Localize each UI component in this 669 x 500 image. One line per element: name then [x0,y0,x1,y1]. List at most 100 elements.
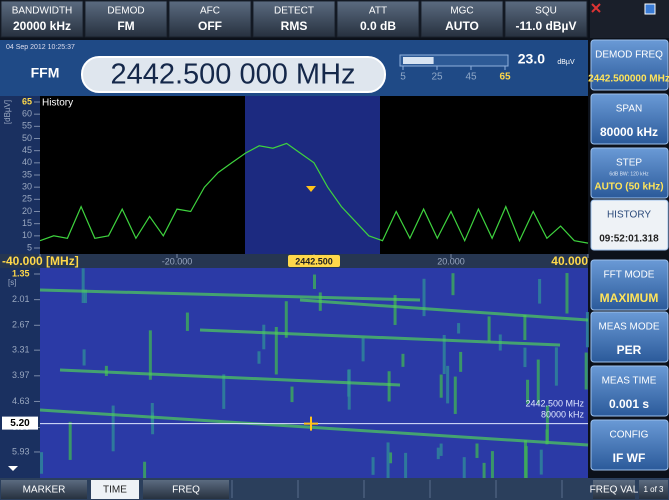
waterfall-streak [423,279,426,316]
waterfall-streak [446,366,449,404]
waterfall-streak [83,349,86,365]
waterfall-streak [262,325,265,350]
x-tick-label: 40.000 [551,254,588,268]
y-tick-label: 15 [22,218,32,228]
header-value: OFF [198,19,222,33]
waterfall-streak [454,377,457,414]
level-bar [403,57,434,64]
waterfall-streak [476,444,479,458]
y-axis-label: [s] [8,278,16,287]
softkey-title: DEMOD FREQ [595,50,663,61]
bottom-key-label: FREQ [172,485,200,496]
y-tick-label: 4.63 [12,396,30,406]
y-tick-label: 2.01 [12,294,30,304]
y-axis-label: [dBµV] [3,100,12,124]
waterfall-streak [362,338,365,361]
waterfall-streak [257,351,260,363]
header-label: BANDWIDTH [12,6,73,17]
bottom-key-label: TIME [103,485,127,496]
y-tick-label: 25 [22,194,32,204]
waterfall-streak [151,403,154,423]
softkey-value: 09:52:01.318 [599,234,659,245]
header-value: AUTO [445,19,479,33]
waterfall-streak [488,316,491,341]
header-value: FM [117,19,134,33]
waterfall-streak [69,422,72,460]
waterfall-streak [40,452,43,474]
level-tick-label: 65 [499,72,511,83]
header-label: MGC [450,6,473,17]
waterfall-streak [459,352,462,372]
header-value: 20000 kHz [13,19,71,33]
softkey-note: 6dB BW: 120 kHz [609,171,649,177]
waterfall-streak [222,374,225,409]
y-tick-label: 1.35 [12,268,30,278]
waterfall-info: 80000 kHz [541,409,585,419]
waterfall-streak [348,369,351,409]
waterfall-streak [451,273,454,295]
softkey-value: MAXIMUM [600,291,659,305]
waterfall-streak [437,448,440,459]
page: { "header": {"items": [ {"label": "BANDW… [0,0,669,500]
level-unit: dBµV [557,59,575,66]
waterfall-streak [186,313,189,331]
y-tick-label: 65 [22,96,32,106]
y-tick-label: 30 [22,182,32,192]
header-value: -11.0 dBµV [516,19,577,33]
waterfall-streak [565,273,568,313]
time-marker-label: 5.20 [10,418,30,429]
waterfall-streak [290,387,293,403]
frequency: 2442.500 000 MHz [110,59,355,91]
icon-area [590,0,669,38]
waterfall-streak [538,279,541,304]
bottom-key-label: MARKER [23,485,66,496]
demod-band [245,96,380,254]
softkey-title: SPAN [616,104,643,115]
level-tick-label: 5 [400,72,406,83]
y-tick-label: 45 [22,145,32,155]
level-tick-label: 25 [431,72,443,83]
level-tick-label: 45 [465,72,477,83]
level-value: 23.0 [518,51,545,67]
waterfall-streak [586,312,589,347]
softkey-value: 2442.500000 MHz [588,74,669,85]
x-tick-label: -20.000 [162,256,193,266]
waterfall-streak [149,330,152,379]
waterfall-streak [313,275,316,289]
softkey-title: STEP [616,158,642,169]
y-tick-label: 55 [22,121,32,131]
waterfall-streak [372,457,375,475]
y-tick-label: 3.97 [12,370,30,380]
y-tick-label: 50 [22,133,32,143]
waterfall-streak [440,444,443,456]
softkey-value: 0.001 s [609,397,649,411]
icon [645,4,655,14]
softkey-value: 80000 kHz [600,125,658,139]
softkey-value: AUTO (50 kHz) [594,182,663,193]
waterfall-streak [457,323,460,333]
y-tick-label: 35 [22,169,32,179]
bottom-key-label: 1 of 3 [643,485,664,494]
waterfall-streak [555,347,558,385]
waterfall-streak [388,371,391,401]
mode: FFM [31,65,60,81]
x-tick-label: 2442.500 [295,256,333,266]
softkey-value: PER [617,343,642,357]
history-label: History [42,98,73,109]
header-value: 0.0 dB [360,19,396,33]
y-tick-label: 2.67 [12,320,30,330]
header-label: AFC [200,6,220,17]
waterfall-streak [483,463,486,479]
y-tick-label: 3.31 [12,345,30,355]
waterfall-streak [401,354,404,367]
timestamp: 04 Sep 2012 10:25:37 [6,44,75,51]
softkey-title: MEAS TIME [602,376,657,387]
x-tick-label: 20.000 [437,256,465,266]
waterfall-streak [112,406,115,452]
header-label: DEMOD [107,6,144,17]
waterfall-streak [440,375,443,398]
y-tick-label: 20 [22,206,32,216]
x-tick-label: -40.000 [MHz] [2,254,79,268]
header-label: ATT [369,6,387,17]
y-tick-label: 40 [22,157,32,167]
